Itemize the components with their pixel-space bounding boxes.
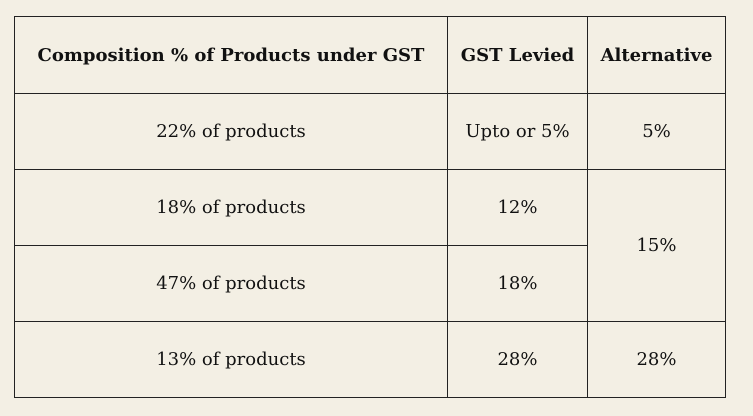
gst-table: Composition % of Products under GST GST …	[14, 16, 726, 398]
cell: 28%	[587, 321, 726, 398]
row: 18% of products 12% 15%	[14, 169, 726, 322]
cell: Upto or 5%	[447, 93, 588, 170]
header-cell: GST Levied	[447, 16, 588, 94]
row: 22% of products Upto or 5% 5%	[14, 93, 726, 170]
header-cell: Alternative	[587, 16, 726, 94]
header-cell: Composition % of Products under GST	[14, 16, 448, 94]
cell: 18%	[447, 245, 588, 322]
row: 47% of products 18%	[14, 245, 726, 322]
cell: 22% of products	[14, 93, 448, 170]
cell: 18% of products	[14, 169, 448, 246]
cell: 5%	[587, 93, 726, 170]
row: 13% of products 28% 28%	[14, 321, 726, 398]
cell: 47% of products	[14, 245, 448, 322]
cell: 15%	[587, 169, 726, 322]
header-row: Composition % of Products under GST GST …	[14, 16, 726, 94]
cell: 12%	[447, 169, 588, 246]
cell: 13% of products	[14, 321, 448, 398]
cell: 28%	[447, 321, 588, 398]
